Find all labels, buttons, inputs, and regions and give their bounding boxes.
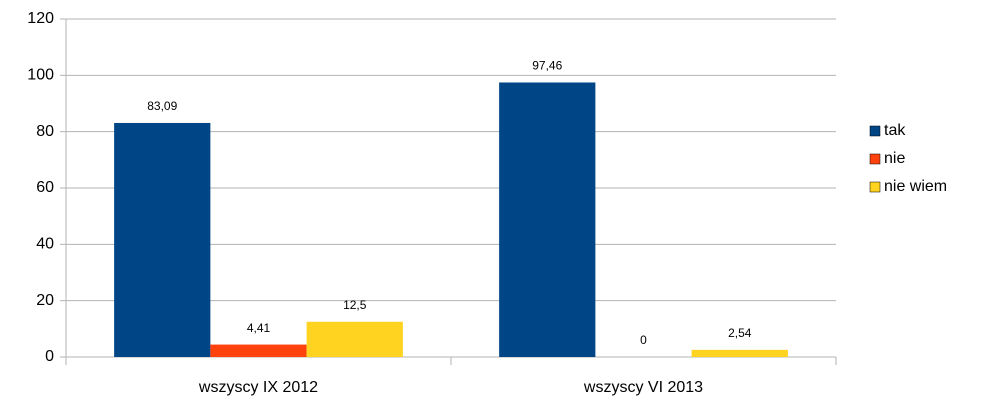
bar <box>306 321 403 357</box>
y-tick-label: 120 <box>27 10 54 27</box>
value-label: 83,09 <box>147 99 177 113</box>
y-tick-label: 40 <box>36 236 54 253</box>
legend-swatch <box>869 153 881 165</box>
x-tick-label: wszyscy VI 2013 <box>583 379 703 396</box>
bar <box>499 82 596 357</box>
bar <box>691 349 788 357</box>
value-label: 97,46 <box>532 59 562 73</box>
legend-swatch <box>869 181 881 193</box>
y-tick-label: 60 <box>36 179 54 196</box>
bar <box>210 344 307 357</box>
value-label: 0 <box>640 333 647 347</box>
y-tick-label: 100 <box>27 67 54 84</box>
y-tick-label: 20 <box>36 292 54 309</box>
value-label: 4,41 <box>247 321 271 335</box>
x-tick-label: wszyscy IX 2012 <box>198 379 318 396</box>
y-tick-label: 0 <box>45 348 54 365</box>
legend-swatch <box>869 125 881 137</box>
legend-label: nie <box>884 150 905 167</box>
bar <box>114 122 211 357</box>
value-label: 12,5 <box>343 298 367 312</box>
legend-label: nie wiem <box>884 178 947 195</box>
value-label: 2,54 <box>728 326 752 340</box>
legend-label: tak <box>884 122 906 139</box>
y-tick-label: 80 <box>36 123 54 140</box>
